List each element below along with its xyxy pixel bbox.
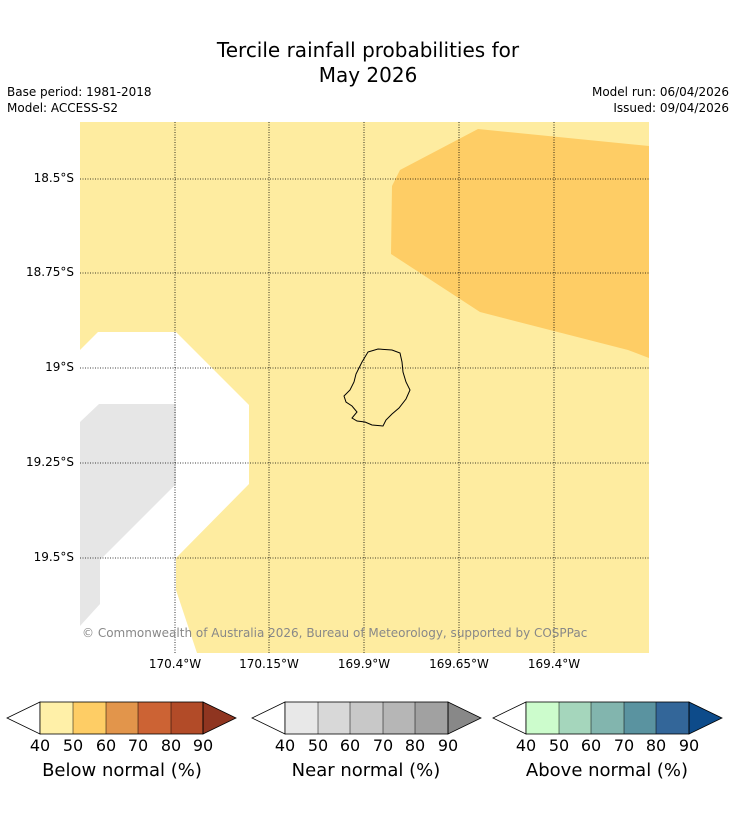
cb2-tick-80: 80 — [404, 736, 426, 755]
issued-date: Issued: 09/04/2026 — [613, 101, 729, 115]
cb1-swatch-3 — [106, 702, 138, 734]
cb1-tick-50: 50 — [62, 736, 84, 755]
cb3-over-arrow — [688, 701, 723, 735]
cb2-swatch-5 — [415, 702, 448, 734]
colorbar-below-normal — [6, 701, 237, 735]
lon-label-169-65: 169.65°W — [429, 657, 489, 671]
cb3-tick-80: 80 — [645, 736, 667, 755]
cb3-swatch-5 — [656, 702, 689, 734]
lat-label-19-5: 19.5°S — [33, 550, 74, 564]
model-name: Model: ACCESS-S2 — [7, 101, 119, 115]
meta-right: Model run: 06/04/2026 Issued: 09/04/2026 — [592, 84, 729, 116]
cb1-dividers — [72, 702, 172, 734]
island-outline — [343, 348, 411, 427]
gridlines — [80, 122, 649, 653]
cb2-swatch-2 — [318, 702, 350, 734]
cb1-swatch-5 — [171, 702, 203, 734]
cb3-tick-40: 40 — [515, 736, 537, 755]
copyright-text: © Commonwealth of Australia 2026, Bureau… — [82, 626, 588, 640]
cb1-tick-60: 60 — [95, 736, 117, 755]
region-near-40-50 — [80, 404, 176, 626]
cb2-over-arrow — [447, 701, 482, 735]
cb1-tick-40: 40 — [29, 736, 51, 755]
cb2-swatch-1 — [285, 702, 318, 734]
colorbar-near-normal — [251, 701, 482, 735]
cb1-swatch-4 — [138, 702, 171, 734]
cb2-tick-90: 90 — [437, 736, 459, 755]
cb2-swatch-3 — [350, 702, 383, 734]
cb3-swatch-4 — [624, 702, 656, 734]
chart-title: Tercile rainfall probabilities for May 2… — [0, 38, 736, 88]
cb1-under-arrow — [6, 701, 41, 735]
colorbar-above-normal — [492, 701, 723, 735]
cb3-tick-70: 70 — [613, 736, 635, 755]
cb3-swatch-1 — [526, 702, 559, 734]
cb2-tick-40: 40 — [274, 736, 296, 755]
lat-label-19-25: 19.25°S — [26, 455, 74, 469]
lat-label-18-75: 18.75°S — [26, 265, 74, 279]
cb1-title: Below normal (%) — [42, 760, 202, 781]
cb3-under-arrow — [492, 701, 527, 735]
cb2-frame — [284, 701, 449, 735]
lon-label-169-4: 169.4°W — [527, 657, 581, 671]
model-run: Model run: 06/04/2026 — [591, 85, 729, 99]
title-line-2: May 2026 — [318, 63, 418, 87]
cb1-swatch-2 — [73, 702, 106, 734]
cb3-tick-60: 60 — [580, 736, 602, 755]
cb3-frame — [525, 701, 690, 735]
title-line-1: Tercile rainfall probabilities for — [216, 38, 520, 62]
cb1-tick-70: 70 — [127, 736, 149, 755]
cb2-dividers — [317, 702, 416, 734]
lon-label-170-4: 170.4°W — [148, 657, 202, 671]
cb3-title: Above normal (%) — [525, 760, 689, 781]
region-below-50-60 — [391, 129, 649, 358]
lon-label-169-9: 169.9°W — [337, 657, 391, 671]
lat-label-18-5: 18.5°S — [33, 171, 74, 185]
cb2-swatch-4 — [383, 702, 415, 734]
base-period: Base period: 1981-2018 — [7, 85, 152, 99]
cb1-over-arrow — [202, 701, 237, 735]
cb3-tick-50: 50 — [548, 736, 570, 755]
cb3-swatch-2 — [559, 702, 591, 734]
lat-label-19: 19°S — [45, 360, 74, 374]
cb1-frame — [39, 701, 204, 735]
cb1-swatch-1 — [40, 702, 73, 734]
cb3-swatch-3 — [591, 702, 624, 734]
cb1-tick-80: 80 — [160, 736, 182, 755]
cb1-tick-90: 90 — [192, 736, 214, 755]
cb2-title: Near normal (%) — [291, 760, 441, 781]
cb2-tick-60: 60 — [339, 736, 361, 755]
cb2-tick-50: 50 — [307, 736, 329, 755]
cb2-under-arrow — [251, 701, 286, 735]
meta-left: Base period: 1981-2018 Model: ACCESS-S2 — [7, 84, 152, 116]
cb3-dividers — [558, 702, 657, 734]
cb2-tick-70: 70 — [372, 736, 394, 755]
lon-label-170-15: 170.15°W — [239, 657, 299, 671]
cb3-tick-90: 90 — [678, 736, 700, 755]
